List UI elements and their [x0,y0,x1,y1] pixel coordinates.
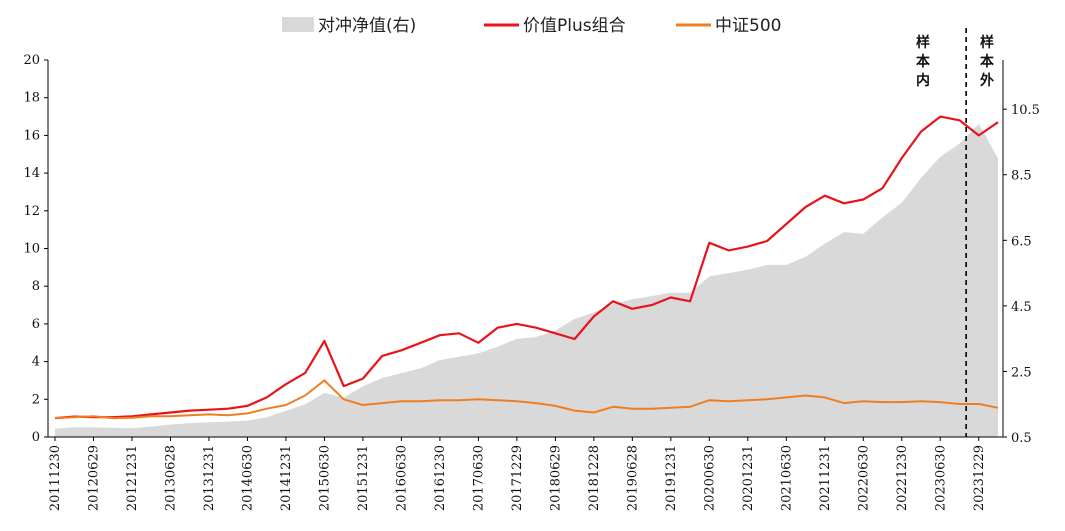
x-tick-label: 20230630 [933,445,948,511]
x-tick-label: 20221230 [895,445,910,511]
series-area-hedged-nav [55,123,998,438]
x-tick-label: 20201231 [741,445,756,511]
left-axis-ticks: 0 2 4 6 8 10 12 14 16 18 20 [23,53,48,445]
x-tick-label: 20220630 [856,445,871,511]
x-tick-label: 20150630 [317,445,332,511]
x-tick-label: 20121231 [125,445,140,511]
left-tick-label: 14 [23,166,40,181]
x-tick-label: 20111230 [48,445,63,511]
right-tick-label: 10.5 [1011,103,1040,118]
left-tick-label: 6 [32,317,40,332]
left-tick-label: 18 [23,91,40,106]
right-axis-ticks: 0.5 2.5 4.5 6.5 8.5 10.5 [1003,103,1040,446]
left-tick-label: 8 [32,279,40,294]
x-tick-label: 20170630 [471,445,486,511]
left-tick-label: 0 [32,430,40,445]
x-tick-label: 20141231 [279,445,294,511]
legend: 对冲净值(右) 价值Plus组合 中证500 [282,16,781,36]
x-tick-label: 20160630 [394,445,409,511]
series-line-csi500 [54,379,999,420]
out-sample-char-3: 外 [980,72,994,89]
x-tick-label: 20161230 [433,445,448,511]
x-tick-label: 20130628 [163,445,178,511]
in-sample-char-2: 本 [916,53,931,70]
left-tick-label: 4 [32,355,40,370]
left-tick-label: 12 [23,204,40,219]
x-tick-label: 20231229 [972,445,987,511]
x-tick-label: 20181228 [587,445,602,511]
x-tick-label: 20171229 [510,445,525,511]
x-tick-label: 20190628 [625,445,640,511]
sample-annotations: 样 本 内 样 本 外 [916,28,995,437]
left-tick-label: 2 [32,392,40,407]
in-sample-char-3: 内 [916,72,930,89]
x-tick-label: 20191231 [664,445,679,511]
x-axis-ticks: 20111230 20120629 20121231 20130628 20131231… [48,437,987,511]
out-sample-char-1: 样 [980,34,994,51]
x-tick-label: 20200630 [702,445,717,511]
x-tick-label: 20131231 [202,445,217,511]
x-tick-label: 20151231 [356,445,371,511]
left-tick-label: 10 [23,242,40,257]
x-tick-label: 20210630 [779,445,794,511]
right-tick-label: 0.5 [1011,431,1032,446]
legend-label-value-plus: 价值Plus组合 [523,16,626,36]
left-tick-label: 20 [23,53,40,68]
right-tick-label: 6.5 [1011,234,1032,249]
x-tick-label: 20140630 [240,445,255,511]
x-tick-label: 20180629 [548,445,563,511]
line-layer [54,115,999,420]
right-tick-label: 2.5 [1011,365,1032,380]
series-line-value-plus [54,115,999,420]
left-tick-label: 16 [23,128,40,143]
x-tick-label: 20211231 [818,445,833,511]
out-sample-char-2: 本 [980,53,995,70]
right-tick-label: 8.5 [1011,169,1032,184]
area-layer [55,123,998,438]
legend-label-hedged-nav: 对冲净值(右) [318,16,416,36]
x-tick-label: 20120629 [86,445,101,511]
legend-label-csi500: 中证500 [715,16,781,36]
right-tick-label: 4.5 [1011,300,1032,315]
legend-swatch-hedged-nav [282,17,314,32]
in-sample-char-1: 样 [916,34,930,51]
